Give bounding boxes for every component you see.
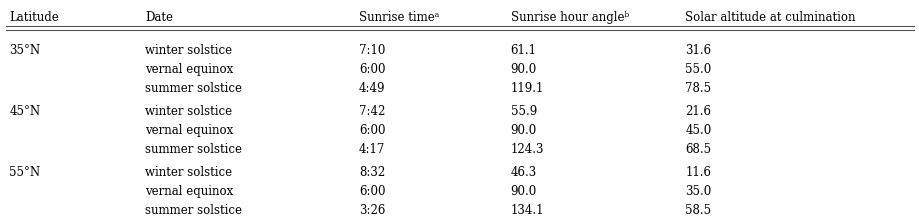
Text: 6:00: 6:00 bbox=[358, 124, 385, 137]
Text: Sunrise timeᵃ: Sunrise timeᵃ bbox=[358, 11, 438, 24]
Text: 6:00: 6:00 bbox=[358, 63, 385, 76]
Text: winter solstice: winter solstice bbox=[145, 44, 233, 57]
Text: summer solstice: summer solstice bbox=[145, 204, 242, 217]
Text: 21.6: 21.6 bbox=[685, 105, 710, 118]
Text: Latitude: Latitude bbox=[9, 11, 59, 24]
Text: 90.0: 90.0 bbox=[510, 124, 537, 137]
Text: 6:00: 6:00 bbox=[358, 185, 385, 198]
Text: 58.5: 58.5 bbox=[685, 204, 710, 217]
Text: 55.0: 55.0 bbox=[685, 63, 711, 76]
Text: 124.3: 124.3 bbox=[510, 143, 543, 156]
Text: 11.6: 11.6 bbox=[685, 166, 710, 179]
Text: 119.1: 119.1 bbox=[510, 82, 543, 95]
Text: 7:42: 7:42 bbox=[358, 105, 385, 118]
Text: winter solstice: winter solstice bbox=[145, 166, 233, 179]
Text: 55.9: 55.9 bbox=[510, 105, 537, 118]
Text: 8:32: 8:32 bbox=[358, 166, 385, 179]
Text: 61.1: 61.1 bbox=[510, 44, 536, 57]
Text: 4:17: 4:17 bbox=[358, 143, 385, 156]
Text: Date: Date bbox=[145, 11, 173, 24]
Text: vernal equinox: vernal equinox bbox=[145, 63, 233, 76]
Text: summer solstice: summer solstice bbox=[145, 82, 242, 95]
Text: summer solstice: summer solstice bbox=[145, 143, 242, 156]
Text: 35°N: 35°N bbox=[9, 44, 40, 57]
Text: 134.1: 134.1 bbox=[510, 204, 543, 217]
Text: vernal equinox: vernal equinox bbox=[145, 185, 233, 198]
Text: Sunrise hour angleᵇ: Sunrise hour angleᵇ bbox=[510, 11, 629, 24]
Text: 90.0: 90.0 bbox=[510, 63, 537, 76]
Text: 3:26: 3:26 bbox=[358, 204, 385, 217]
Text: 78.5: 78.5 bbox=[685, 82, 710, 95]
Text: 31.6: 31.6 bbox=[685, 44, 710, 57]
Text: 68.5: 68.5 bbox=[685, 143, 710, 156]
Text: Solar altitude at culmination: Solar altitude at culmination bbox=[685, 11, 855, 24]
Text: winter solstice: winter solstice bbox=[145, 105, 233, 118]
Text: 55°N: 55°N bbox=[9, 166, 40, 179]
Text: 7:10: 7:10 bbox=[358, 44, 385, 57]
Text: vernal equinox: vernal equinox bbox=[145, 124, 233, 137]
Text: 4:49: 4:49 bbox=[358, 82, 385, 95]
Text: 46.3: 46.3 bbox=[510, 166, 537, 179]
Text: 90.0: 90.0 bbox=[510, 185, 537, 198]
Text: 45.0: 45.0 bbox=[685, 124, 711, 137]
Text: 45°N: 45°N bbox=[9, 105, 40, 118]
Text: 35.0: 35.0 bbox=[685, 185, 711, 198]
